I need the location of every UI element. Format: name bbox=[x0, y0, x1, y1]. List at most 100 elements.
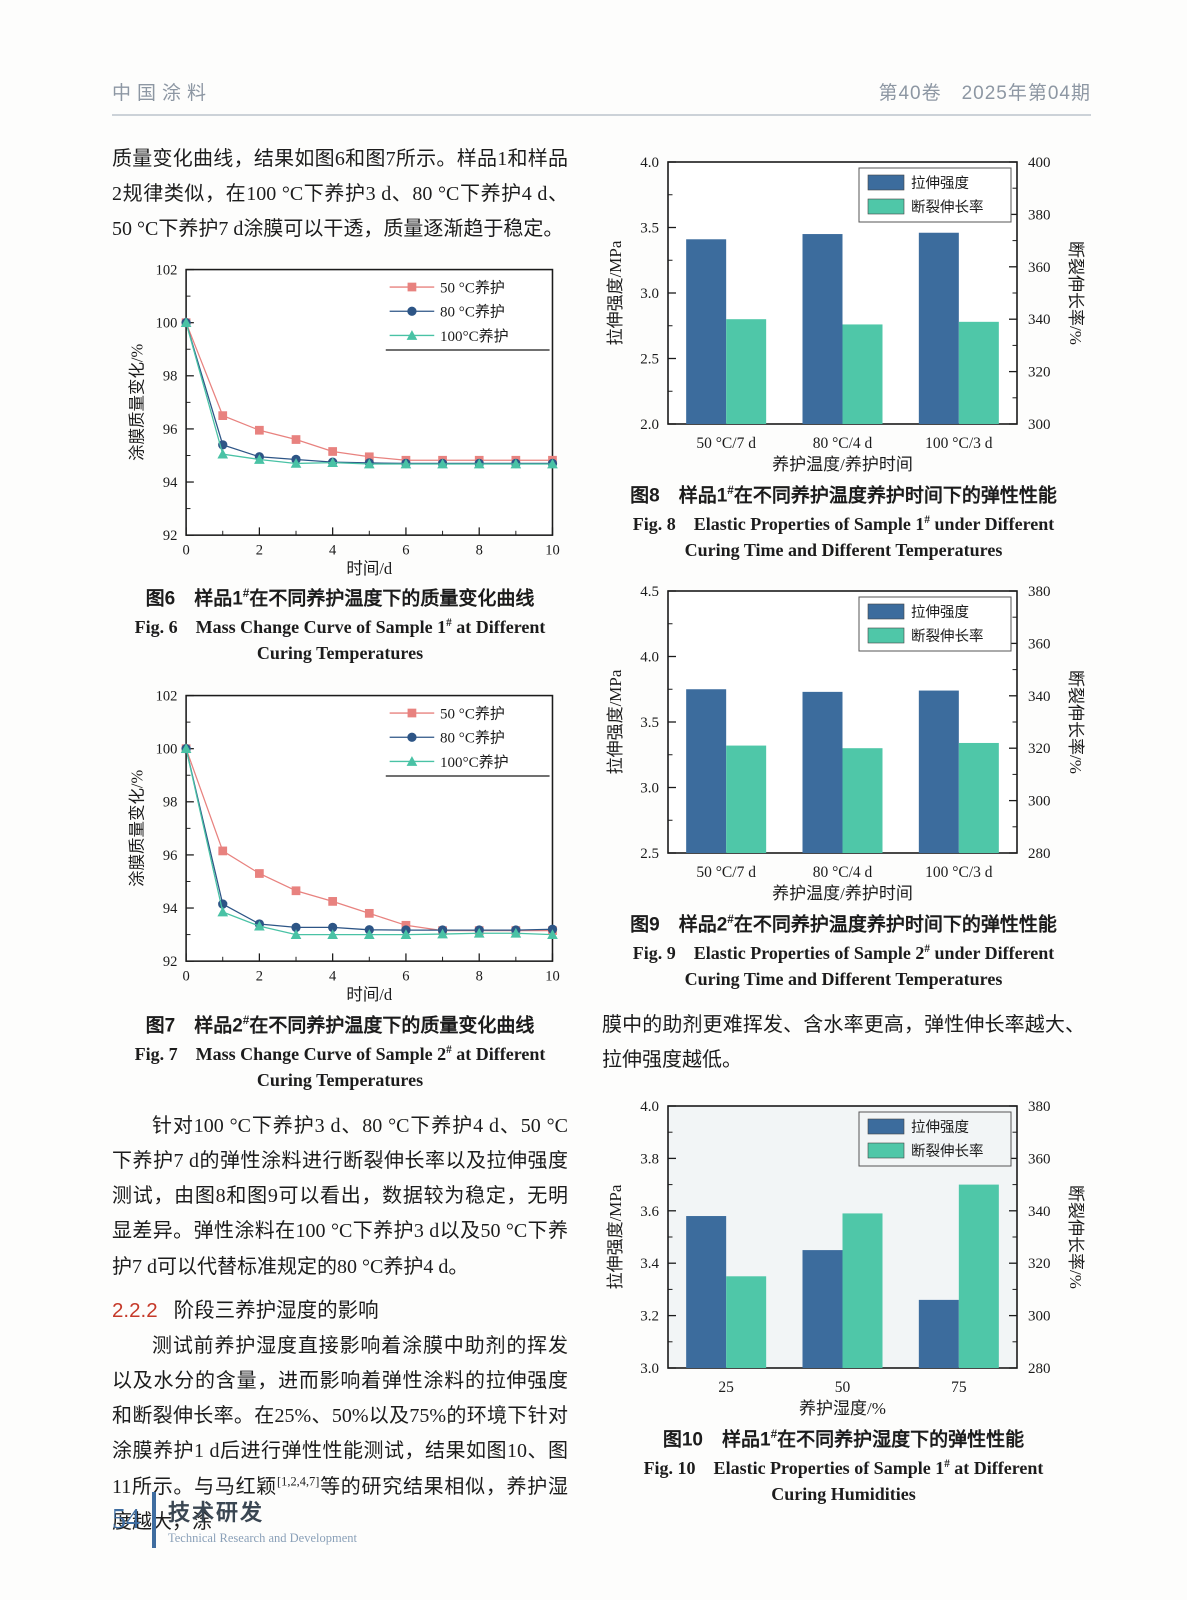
figure10-caption-zh: 图10 样品1#在不同养护湿度下的弹性性能 bbox=[662, 1428, 1025, 1451]
figure6-caption-en: Fig. 6 Mass Change Curve of Sample 1# at… bbox=[134, 617, 546, 637]
svg-text:3.8: 3.8 bbox=[640, 1152, 659, 1168]
figure6-caption: 图6 样品1#在不同养护温度下的质量变化曲线 Fig. 6 Mass Chang… bbox=[112, 585, 568, 666]
figure7-caption-en: Fig. 7 Mass Change Curve of Sample 2# at… bbox=[134, 1043, 546, 1064]
svg-text:8: 8 bbox=[476, 969, 483, 985]
figure8-caption-en2: Curing Time and Different Temperatures bbox=[684, 539, 1003, 560]
svg-text:断裂伸长率/%: 断裂伸长率/% bbox=[1066, 1185, 1085, 1289]
svg-text:300: 300 bbox=[1028, 417, 1051, 433]
svg-text:拉伸强度/MPa: 拉伸强度/MPa bbox=[606, 1185, 625, 1290]
figure6-chart: 92 94 96 98 100 102 0 2 4 6 8 10 时间/d 涂膜质量变化/% 50 °C养护… bbox=[126, 256, 568, 584]
section-title: 阶段三养护湿度的影响 bbox=[173, 1299, 379, 1322]
svg-text:320: 320 bbox=[1028, 365, 1051, 381]
svg-text:4: 4 bbox=[329, 542, 337, 558]
figure7-line-plot: 92 94 96 98 100 102 0 2 4 6 8 10 时间/d 涂膜质量变化/% 50 °C养护… bbox=[127, 689, 560, 1005]
svg-text:拉伸强度/MPa: 拉伸强度/MPa bbox=[606, 240, 625, 345]
footer-divider-bar bbox=[152, 1492, 156, 1548]
svg-text:100 °C/3 d: 100 °C/3 d bbox=[925, 864, 993, 881]
figure9-bar-plot: 2.5 3.0 3.5 4.0 4.5 280 300 320 340 360 380 50 °C/7… bbox=[606, 584, 1085, 903]
svg-text:3.0: 3.0 bbox=[640, 1361, 659, 1377]
svg-text:2: 2 bbox=[256, 542, 263, 558]
figure9-chart: 2.5 3.0 3.5 4.0 4.5 280 300 320 340 360 380 50 °C/7… bbox=[602, 579, 1085, 909]
svg-text:360: 360 bbox=[1028, 260, 1051, 276]
footer-section-zh: 技术研发 bbox=[168, 1499, 265, 1525]
figure7-caption-zh: 图7 样品2#在不同养护温度下的质量变化曲线 bbox=[145, 1013, 535, 1037]
svg-text:4.0: 4.0 bbox=[640, 650, 659, 666]
svg-text:养护温度/养护时间: 养护温度/养护时间 bbox=[772, 884, 913, 903]
paragraph-humidity-effect: 测试前养护湿度直接影响着涂膜中助剂的挥发以及水分的含量，进而影响着弹性涂料的拉伸… bbox=[112, 1334, 569, 1533]
volume-issue: 第40卷 2025年第04期 bbox=[878, 83, 1091, 104]
svg-text:100°C养护: 100°C养护 bbox=[440, 327, 509, 344]
svg-text:50: 50 bbox=[835, 1379, 851, 1396]
svg-text:98: 98 bbox=[163, 368, 178, 384]
svg-text:拉伸强度: 拉伸强度 bbox=[911, 1119, 969, 1136]
svg-text:25: 25 bbox=[718, 1379, 734, 1396]
svg-text:400: 400 bbox=[1028, 155, 1051, 171]
svg-text:3.4: 3.4 bbox=[640, 1257, 659, 1273]
svg-text:4: 4 bbox=[329, 969, 337, 985]
svg-text:100: 100 bbox=[156, 742, 178, 758]
citation-ref: [1,2,4,7] bbox=[277, 1473, 320, 1488]
svg-text:94: 94 bbox=[163, 474, 178, 490]
svg-text:320: 320 bbox=[1028, 741, 1051, 757]
svg-text:3.5: 3.5 bbox=[640, 221, 659, 237]
two-column-body: 质量变化曲线，结果如图6和图7所示。样品1和样品2规律类似，在100 °C下养护… bbox=[112, 142, 1093, 1540]
figure6-caption-en2: Curing Temperatures bbox=[256, 643, 424, 664]
figure6-caption-zh: 图6 样品1#在不同养护温度下的质量变化曲线 bbox=[145, 587, 535, 610]
figure8-caption-en: Fig. 8 Elastic Properties of Sample 1# u… bbox=[632, 513, 1055, 534]
journal-title: 中国涂料 bbox=[112, 83, 213, 104]
svg-text:96: 96 bbox=[163, 421, 178, 437]
svg-text:280: 280 bbox=[1028, 1361, 1051, 1377]
svg-text:0: 0 bbox=[182, 969, 189, 985]
svg-text:380: 380 bbox=[1028, 584, 1051, 600]
figure7-chart: 92 94 96 98 100 102 0 2 4 6 8 10 时间/d 涂膜质量变化/% 50 °C养护… bbox=[126, 682, 568, 1010]
svg-text:340: 340 bbox=[1028, 312, 1051, 328]
page-number: 54 bbox=[112, 1504, 140, 1535]
svg-text:拉伸强度/MPa: 拉伸强度/MPa bbox=[606, 669, 625, 774]
svg-text:断裂伸长率/%: 断裂伸长率/% bbox=[1066, 670, 1085, 774]
footer-section: 技术研发 Technical Research and Development bbox=[168, 1495, 357, 1546]
figure9-caption-en2: Curing Time and Different Temperatures bbox=[684, 968, 1003, 989]
svg-text:280: 280 bbox=[1028, 846, 1051, 862]
svg-text:50 °C养护: 50 °C养护 bbox=[440, 706, 505, 723]
paragraph-elastic-test: 针对100 °C下养护3 d、80 °C下养护4 d、50 °C下养护7 d的弹… bbox=[112, 1114, 568, 1278]
page-footer: 54 技术研发 Technical Research and Developme… bbox=[112, 1492, 357, 1548]
svg-text:100°C养护: 100°C养护 bbox=[440, 754, 509, 771]
right-column: 2.0 2.5 3.0 3.5 4.0 300 320 340 360 380 400 50 °C/7… bbox=[602, 142, 1085, 1540]
svg-text:断裂伸长率: 断裂伸长率 bbox=[911, 199, 984, 216]
figure8-caption: 图8 样品1#在不同养护温度养护时间下的弹性性能 Fig. 8 Elastic … bbox=[602, 482, 1085, 563]
svg-text:10: 10 bbox=[545, 969, 560, 985]
svg-text:360: 360 bbox=[1028, 636, 1051, 652]
svg-text:涂膜质量变化/%: 涂膜质量变化/% bbox=[127, 343, 146, 460]
svg-text:102: 102 bbox=[156, 689, 178, 705]
figure8-caption-zh: 图8 样品1#在不同养护温度养护时间下的弹性性能 bbox=[630, 484, 1057, 507]
figure6-line-plot: 92 94 96 98 100 102 0 2 4 6 8 10 时间/d 涂膜质量变化/% 50 °C养护… bbox=[127, 262, 560, 578]
footer-section-en: Technical Research and Development bbox=[168, 1530, 357, 1545]
svg-text:6: 6 bbox=[402, 542, 409, 558]
svg-text:8: 8 bbox=[476, 542, 483, 558]
svg-text:0: 0 bbox=[182, 542, 189, 558]
paragraph-mass-curve-intro: 质量变化曲线，结果如图6和图7所示。样品1和样品2规律类似，在100 °C下养护… bbox=[112, 148, 568, 241]
svg-text:300: 300 bbox=[1028, 1309, 1051, 1325]
svg-text:96: 96 bbox=[163, 848, 178, 864]
figure10-caption: 图10 样品1#在不同养护湿度下的弹性性能 Fig. 10 Elastic Pr… bbox=[602, 1426, 1085, 1507]
svg-text:80 °C养护: 80 °C养护 bbox=[440, 303, 505, 320]
svg-text:100 °C/3 d: 100 °C/3 d bbox=[925, 435, 993, 452]
svg-text:92: 92 bbox=[163, 954, 178, 970]
svg-text:养护湿度/%: 养护湿度/% bbox=[799, 1399, 886, 1418]
svg-text:时间/d: 时间/d bbox=[346, 985, 393, 1004]
svg-text:75: 75 bbox=[951, 1379, 967, 1396]
svg-text:10: 10 bbox=[545, 542, 560, 558]
figure8-bar-plot: 2.0 2.5 3.0 3.5 4.0 300 320 340 360 380 400 50 °C/7… bbox=[606, 155, 1085, 474]
svg-text:94: 94 bbox=[163, 901, 178, 917]
svg-text:6: 6 bbox=[402, 969, 409, 985]
figure10-chart: 3.0 3.2 3.4 3.6 3.8 4.0 280 300 320 340 360 380 25 50… bbox=[602, 1094, 1085, 1424]
svg-text:2.0: 2.0 bbox=[640, 417, 659, 433]
svg-text:340: 340 bbox=[1028, 689, 1051, 705]
svg-text:涂膜质量变化/%: 涂膜质量变化/% bbox=[127, 770, 146, 887]
svg-text:4.5: 4.5 bbox=[640, 584, 659, 600]
svg-text:50 °C/7 d: 50 °C/7 d bbox=[696, 864, 756, 881]
svg-text:80 °C养护: 80 °C养护 bbox=[440, 730, 505, 747]
svg-text:3.6: 3.6 bbox=[640, 1204, 659, 1220]
figure8-chart: 2.0 2.5 3.0 3.5 4.0 300 320 340 360 380 400 50 °C/7… bbox=[602, 150, 1085, 480]
svg-text:380: 380 bbox=[1028, 1099, 1051, 1115]
